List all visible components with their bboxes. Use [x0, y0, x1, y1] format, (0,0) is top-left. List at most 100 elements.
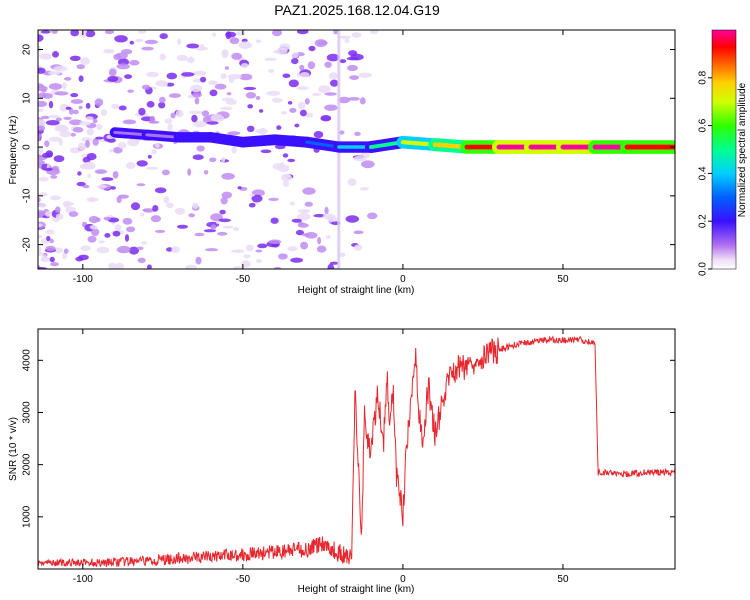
heatmap-cell	[69, 119, 83, 126]
heatmap-cell	[78, 105, 83, 110]
x-tick-label: 0	[400, 274, 406, 285]
heatmap-cell	[70, 30, 80, 37]
heatmap-cell	[87, 173, 92, 178]
heatmap-cell	[194, 97, 200, 105]
heatmap-cell	[185, 264, 197, 269]
heatmap-cell	[79, 121, 91, 126]
heatmap-cell	[243, 254, 251, 259]
heatmap-cell	[166, 72, 178, 80]
heatmap-cell	[288, 79, 299, 88]
heatmap-cell	[239, 73, 253, 81]
heatmap-cell	[171, 246, 180, 254]
heatmap-cell	[128, 246, 140, 255]
heatmap-cell	[38, 100, 47, 107]
heatmap-cell	[151, 149, 157, 155]
heatmap-cell	[141, 84, 151, 90]
heatmap-cell	[221, 172, 235, 180]
heatmap-cell	[61, 82, 67, 90]
heatmap-cell	[96, 246, 110, 254]
heatmap-cell	[137, 246, 144, 251]
colorbar: 0.0 0.2 0.4 0.6 0.8 Normalized spectral ampl…	[698, 29, 748, 276]
heatmap-cell	[141, 241, 147, 245]
heatmap-cell	[96, 124, 103, 131]
colorbar-tick-label: 0.6	[698, 118, 709, 132]
heatmap-cell	[320, 115, 332, 122]
heatmap-cell	[52, 51, 59, 58]
heatmap-cell	[138, 30, 147, 34]
heatmap-cell	[41, 115, 50, 120]
heatmap-cell	[297, 223, 309, 228]
heatmap-cell	[296, 213, 311, 221]
heatmap-cell	[167, 123, 173, 131]
heatmap-cell	[240, 63, 249, 69]
heatmap-cell	[127, 89, 134, 93]
heatmap-cell	[227, 73, 242, 80]
heatmap-ridge-segment	[145, 133, 181, 139]
heatmap-cell	[208, 80, 218, 86]
heatmap-cell	[95, 136, 104, 140]
heatmap-cell	[324, 104, 338, 111]
y-tick-label: 3000	[22, 401, 33, 424]
heatmap-cell	[313, 214, 326, 218]
heatmap-cell	[345, 215, 360, 223]
heatmap-cell	[181, 72, 195, 77]
heatmap-cell	[38, 45, 42, 53]
heatmap-cell	[330, 79, 339, 87]
heatmap-cell	[81, 137, 93, 142]
heatmap-cell	[266, 90, 281, 96]
heatmap-cell	[51, 30, 58, 34]
heatmap-cell	[100, 109, 108, 116]
heatmap-cell	[209, 89, 218, 97]
heatmap-cell	[77, 142, 87, 151]
heatmap-cell	[146, 71, 160, 78]
heatmap-cell	[98, 240, 105, 244]
heatmap-cell	[55, 125, 69, 132]
heatmap-cell	[247, 104, 254, 109]
heatmap-cell	[192, 202, 199, 209]
heatmap-cell	[299, 72, 310, 78]
y-tick-label: 2000	[22, 453, 33, 476]
heatmap-cell	[138, 107, 146, 116]
heatmap-cell	[45, 229, 55, 235]
heatmap-cell	[146, 101, 155, 108]
heatmap-cell	[326, 235, 331, 239]
heatmap-cell	[42, 152, 51, 158]
heatmap-cell	[53, 155, 65, 163]
heatmap-cell	[243, 86, 256, 91]
heatmap-cell	[195, 256, 202, 265]
heatmap-cell	[300, 241, 309, 250]
heatmap-cell	[324, 61, 332, 68]
heatmap-cell	[41, 89, 47, 93]
heatmap-cell	[48, 71, 61, 75]
heatmap-cell	[291, 218, 302, 223]
snr-x-axis: -100 -50 0 50	[73, 329, 569, 585]
heatmap-cell	[45, 211, 52, 217]
heatmap-cell	[324, 206, 329, 215]
heatmap-cell	[116, 63, 130, 70]
heatmap-cell	[103, 49, 115, 54]
heatmap-cell	[86, 197, 99, 202]
heatmap-cell	[70, 132, 77, 137]
heatmap-cell	[78, 254, 89, 261]
heatmap-cell	[338, 35, 352, 39]
heatmap-cell	[126, 226, 136, 233]
y-tick-label: 20	[22, 44, 33, 56]
heatmap-cell	[38, 223, 43, 228]
heatmap-cell	[177, 38, 182, 45]
heatmap-ridge	[109, 127, 675, 155]
heatmap-cell	[72, 127, 84, 133]
heatmap-ridge-segment	[209, 135, 245, 144]
heatmap-cell	[257, 243, 268, 249]
heatmap-cell	[85, 139, 90, 148]
heatmap-cell	[154, 229, 166, 233]
heatmap-cell	[328, 72, 338, 80]
heatmap-cell	[346, 56, 359, 61]
heatmap-y-axis-label: Frequency (Hz)	[8, 116, 19, 185]
heatmap-cell	[144, 39, 158, 45]
snr-plot-frame	[37, 328, 676, 570]
heatmap-cell	[50, 175, 58, 179]
heatmap-cell	[94, 98, 104, 107]
heatmap-cell	[158, 102, 166, 109]
heatmap-cell	[89, 224, 98, 230]
